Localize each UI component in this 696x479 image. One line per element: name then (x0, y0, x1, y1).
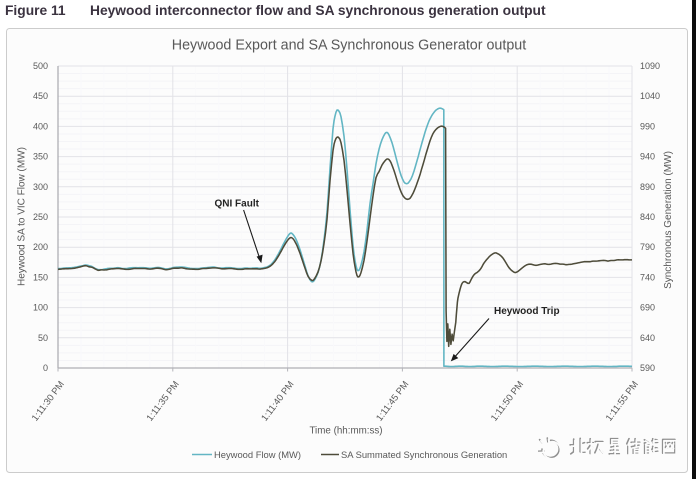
svg-text:500: 500 (33, 61, 48, 71)
svg-text:790: 790 (640, 242, 655, 252)
svg-text:300: 300 (33, 182, 48, 192)
svg-text:400: 400 (33, 121, 48, 131)
svg-text:740: 740 (640, 272, 655, 282)
svg-text:940: 940 (640, 152, 655, 162)
svg-text:250: 250 (33, 212, 48, 222)
svg-text:Heywood Trip: Heywood Trip (494, 306, 560, 317)
svg-text:100: 100 (33, 303, 48, 313)
svg-text:150: 150 (33, 272, 48, 282)
svg-text:890: 890 (640, 182, 655, 192)
svg-text:990: 990 (640, 121, 655, 131)
svg-text:Heywood Export and SA Synchron: Heywood Export and SA Synchronous Genera… (172, 38, 526, 54)
svg-text:QNI Fault: QNI Fault (215, 199, 260, 210)
svg-text:Heywood SA to VIC Flow (MW): Heywood SA to VIC Flow (MW) (17, 147, 28, 286)
svg-text:840: 840 (640, 212, 655, 222)
svg-text:590: 590 (640, 363, 655, 373)
svg-text:1040: 1040 (640, 91, 660, 101)
svg-text:690: 690 (640, 303, 655, 313)
svg-text:Heywood Flow (MW): Heywood Flow (MW) (214, 449, 301, 460)
svg-text:SA Summated Synchronous Genera: SA Summated Synchronous Generation (341, 449, 507, 460)
svg-text:350: 350 (33, 152, 48, 162)
svg-text:0: 0 (43, 363, 48, 373)
svg-text:450: 450 (33, 91, 48, 101)
svg-text:50: 50 (38, 333, 48, 343)
svg-text:640: 640 (640, 333, 655, 343)
svg-text:200: 200 (33, 242, 48, 252)
svg-text:Time (hh:mm:ss): Time (hh:mm:ss) (309, 426, 382, 437)
svg-text:1090: 1090 (640, 61, 660, 71)
svg-text:Synchronous Generation (MW): Synchronous Generation (MW) (663, 151, 674, 289)
